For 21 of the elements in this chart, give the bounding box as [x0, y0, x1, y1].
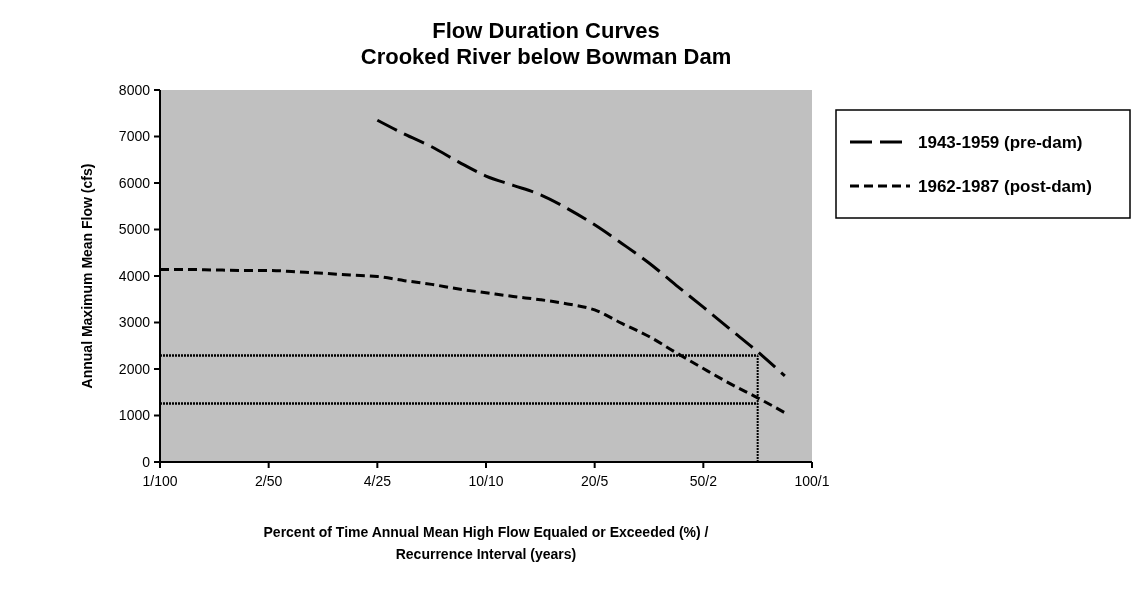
y-tick-label: 7000: [118, 128, 151, 145]
y-tick-label: 8000: [118, 81, 151, 98]
x-tick-label: 4/25: [363, 473, 392, 489]
x-tick-label: 1/100: [142, 473, 178, 489]
legend-label: 1943-1959 (pre-dam): [918, 132, 1083, 152]
y-tick-label: 1000: [118, 407, 151, 424]
x-tick-label: 100/1: [794, 473, 830, 489]
y-tick-label: 3000: [118, 314, 151, 331]
x-tick-label: 20/5: [581, 473, 609, 489]
x-axis-title: Percent of Time Annual Mean High Flow Equaled or Exceeded (%) / Recurrence Interval (years): [263, 524, 709, 562]
y-axis-title: Annual Maximum Mean Flow (cfs): [79, 163, 95, 389]
legend-label: 1962-1987 (post-dam): [918, 176, 1092, 196]
y-tick-label: 4000: [118, 267, 151, 284]
y-tick-label: 5000: [118, 221, 151, 238]
y-tick-label: 0: [142, 453, 151, 470]
x-tick-label: 50/2: [689, 473, 718, 489]
y-tick-label: 2000: [118, 360, 151, 377]
x-tick-label: 10/10: [468, 473, 504, 489]
y-tick-label: 6000: [118, 174, 151, 191]
x-tick-label: 2/50: [255, 473, 283, 489]
chart-title: Flow Duration Curves Crooked River below Bowman Dam: [360, 18, 732, 69]
